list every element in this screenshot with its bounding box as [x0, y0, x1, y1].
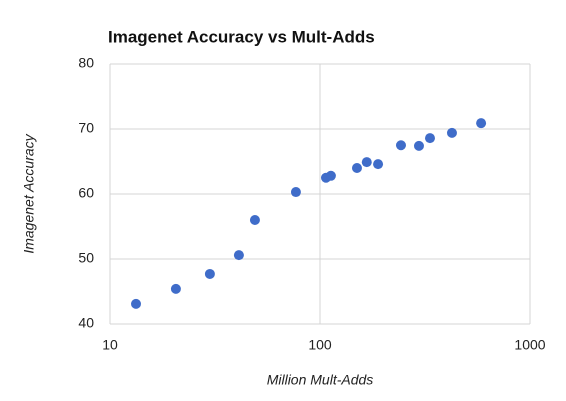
x-axis-title: Million Mult-Adds: [267, 372, 374, 388]
point: [361, 157, 372, 168]
point: [351, 163, 362, 173]
y-tick-label: 40: [78, 315, 94, 331]
y-tick-label: 50: [78, 250, 94, 266]
point: [170, 283, 181, 294]
x-tick-label: 1000: [514, 337, 545, 353]
point: [249, 215, 260, 225]
point: [476, 118, 487, 129]
point: [424, 133, 435, 144]
chart-title: Imagenet Accuracy vs Mult-Adds: [108, 27, 375, 46]
x-tick-label: 100: [308, 337, 332, 353]
y-tick-label: 60: [78, 185, 94, 201]
y-axis-title: Imagenet Accuracy: [21, 133, 37, 253]
point: [290, 187, 301, 198]
x-tick-label: 10: [102, 337, 118, 353]
point: [233, 250, 244, 261]
point: [446, 127, 457, 138]
point: [204, 268, 215, 279]
point: [373, 159, 384, 170]
y-tick-label: 80: [78, 55, 94, 71]
point: [395, 140, 406, 151]
point: [413, 140, 424, 151]
point: [131, 298, 142, 309]
point: [325, 170, 336, 181]
y-tick-label: 70: [78, 120, 94, 136]
